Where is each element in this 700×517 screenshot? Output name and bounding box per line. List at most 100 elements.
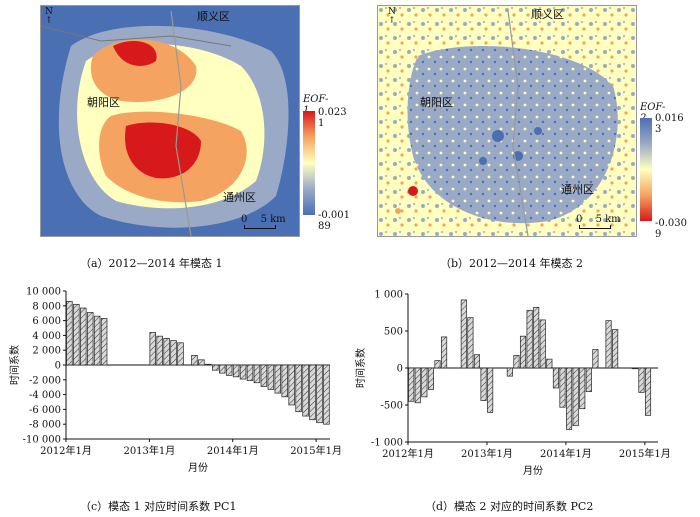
chart-pc2: 1 000 500 0 -500 -1 000 2012年1月 2013年1月 2014年1月… — [350, 280, 700, 484]
bar — [612, 329, 619, 369]
y-tick-label: 2 000 — [32, 346, 61, 357]
y-tick-label: -500 — [381, 401, 403, 412]
bar — [73, 303, 80, 366]
y-axis-label: 时间系数 — [354, 348, 367, 388]
scale-dist: 5 km — [595, 214, 621, 225]
chart-pc1: 10 000 8 000 6 000 4 000 2 000 0 -2 000 -4 000 -… — [0, 280, 350, 484]
bar — [513, 355, 520, 369]
eof1-map-image — [41, 6, 299, 236]
label-chaoyang: 朝阳区 — [420, 96, 453, 109]
bar — [288, 364, 295, 406]
bar — [80, 307, 87, 366]
y-tick-label: 500 — [384, 327, 403, 338]
y-tick-label: -10 000 — [23, 435, 61, 446]
scale-zero: 0 — [241, 214, 248, 225]
label-tongzhou: 通州区 — [223, 191, 256, 204]
bar — [506, 367, 513, 377]
y-tick-label: 0 — [397, 364, 403, 375]
y-tick-label: -8 000 — [29, 420, 61, 431]
y-tick-label: 1 000 — [374, 290, 403, 301]
label-shunyi: 顺义区 — [531, 8, 564, 21]
north-label: N — [45, 7, 53, 17]
bar — [302, 364, 309, 417]
bar — [86, 312, 94, 366]
bar — [592, 349, 599, 369]
scale-zero: 0 — [576, 214, 583, 225]
x-axis-label: 月份 — [523, 465, 543, 477]
x-axis-label: 月份 — [188, 462, 208, 474]
bar — [267, 364, 275, 390]
north-arrow: N ↑ — [45, 7, 53, 26]
y-tick-label: 0 — [55, 361, 61, 372]
bar — [552, 367, 559, 389]
bar — [408, 367, 415, 402]
y-tick-label: -2 000 — [29, 375, 61, 386]
y-tick-label: -4 000 — [29, 390, 61, 401]
bar — [566, 367, 573, 430]
bar — [218, 364, 226, 374]
label-tongzhou: 通州区 — [561, 183, 594, 196]
bar — [212, 364, 219, 371]
x-tick-label: 2015年1月 — [619, 447, 671, 460]
y-tick-label: 10 000 — [26, 287, 61, 298]
bar — [260, 364, 268, 387]
bar — [274, 364, 282, 394]
bar — [460, 299, 467, 369]
bar — [533, 306, 540, 369]
x-tick-label: 2015年1月 — [290, 444, 342, 457]
eof2-map: N ↑ 顺义区 朝阳区 通州区 0 5 km — [377, 5, 637, 237]
bar — [170, 340, 177, 366]
bar — [526, 309, 533, 369]
bar — [572, 367, 579, 427]
north-label: N — [388, 7, 396, 17]
caption-c: （c）模态 1 对应时间系数 PC1 — [80, 500, 237, 513]
bar — [434, 360, 441, 369]
bar — [467, 317, 474, 369]
colorbar-min: -0.030 9 — [655, 218, 688, 240]
north-arrow: N ↑ — [388, 7, 396, 26]
bar — [323, 364, 330, 425]
colorbar-min: -0.001 89 — [318, 210, 351, 232]
colorbar-title: EOF-1 — [303, 94, 329, 116]
bar — [191, 355, 198, 366]
bar — [559, 367, 566, 408]
x-tick-label: 2013年1月 — [461, 447, 513, 460]
bar — [149, 332, 156, 366]
eof1-map: N ↑ 顺义区 朝阳区 通州区 0 5 km — [40, 5, 300, 237]
bar — [519, 335, 527, 369]
bar — [441, 336, 448, 369]
bar — [93, 315, 101, 366]
bar — [414, 367, 421, 404]
bar — [246, 364, 254, 381]
bar — [66, 301, 73, 366]
scale-dist: 5 km — [260, 214, 286, 225]
scale-bar: 0 5 km — [576, 214, 621, 229]
bar — [546, 358, 553, 369]
bar — [638, 367, 645, 393]
y-tick-label: 4 000 — [32, 331, 61, 342]
x-tick-label: 2013年1月 — [123, 444, 175, 457]
label-shunyi: 顺义区 — [197, 10, 230, 23]
bar — [631, 367, 638, 370]
bar — [316, 364, 323, 424]
y-tick-label: -1 000 — [371, 438, 403, 449]
bar — [253, 364, 261, 384]
bar — [421, 367, 428, 398]
scale-bar: 0 5 km — [241, 214, 286, 229]
caption-b: （b）2012—2014 年模态 2 — [440, 257, 584, 270]
colorbar-max: 0.023 1 — [318, 107, 347, 129]
x-tick-label: 2014年1月 — [540, 447, 592, 460]
bar — [473, 354, 481, 369]
caption-a: （a）2012—2014 年模态 1 — [80, 257, 223, 270]
bar — [198, 359, 205, 366]
y-tick-label: 6 000 — [32, 316, 61, 327]
label-chaoyang: 朝阳区 — [87, 96, 120, 109]
bar — [309, 364, 316, 421]
bar — [225, 364, 233, 376]
y-axis-label: 时间系数 — [8, 345, 21, 385]
bar — [239, 364, 247, 380]
bar — [100, 318, 108, 366]
y-tick-label: -6 000 — [29, 405, 61, 416]
bar — [163, 338, 170, 366]
